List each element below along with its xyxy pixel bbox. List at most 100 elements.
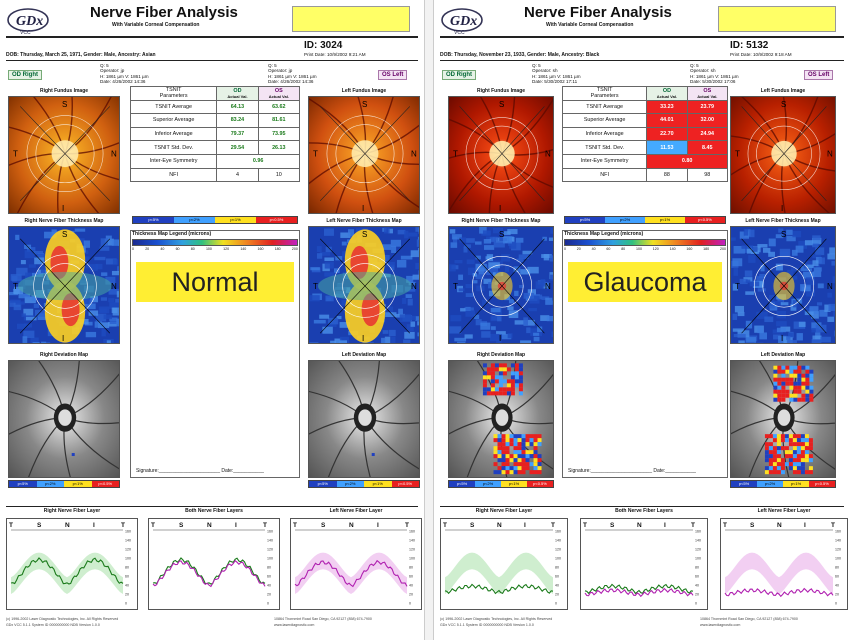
- svg-text:60: 60: [267, 575, 271, 579]
- svg-text:T: T: [151, 522, 155, 529]
- parameter-name: Inter-Eye Symmetry: [129, 153, 218, 169]
- svg-text:N: N: [349, 522, 354, 529]
- svg-text:T: T: [443, 522, 447, 529]
- svg-text:160: 160: [695, 530, 701, 534]
- footer-website: www.laserdiagnostic.com: [700, 623, 741, 627]
- thickness-scale-tick: 20: [576, 247, 581, 251]
- svg-text:0: 0: [695, 602, 697, 606]
- svg-text:40: 40: [555, 584, 559, 588]
- patient-id: ID: 5132: [730, 40, 769, 51]
- scan-info-line: Operator: sh: [690, 68, 716, 74]
- svg-text:140: 140: [267, 539, 273, 543]
- svg-text:0: 0: [125, 602, 127, 606]
- probability-legend-item: p<1%: [645, 217, 685, 223]
- svg-text:I: I: [804, 522, 806, 529]
- right-fundus-label: Right Fundus Image: [476, 88, 526, 94]
- scan-info-line: Q: 5: [690, 63, 699, 68]
- svg-text:80: 80: [555, 566, 559, 570]
- probability-legend-item: p<2%: [605, 217, 645, 223]
- svg-text:160: 160: [267, 530, 273, 534]
- svg-text:S: S: [321, 522, 326, 529]
- svg-text:100: 100: [695, 557, 701, 561]
- symmetry-value: 0.80: [646, 153, 728, 169]
- svg-text:N: N: [411, 282, 417, 291]
- svg-text:80: 80: [125, 566, 129, 570]
- svg-text:T: T: [735, 282, 740, 291]
- os-value: 24.94: [686, 126, 729, 142]
- graphs-rule: [440, 506, 844, 507]
- svg-text:60: 60: [695, 575, 699, 579]
- svg-text:40: 40: [267, 584, 271, 588]
- svg-text:120: 120: [555, 548, 561, 552]
- thickness-scale-tick: 100: [635, 247, 642, 251]
- table-row: NFI 4 10: [129, 167, 301, 183]
- od-value: 33.23: [646, 99, 688, 115]
- svg-text:140: 140: [835, 539, 841, 543]
- svg-text:140: 140: [695, 539, 701, 543]
- scan-info-line: H: 1861 µm V: 1861 µm: [532, 73, 581, 79]
- svg-text:160: 160: [409, 530, 415, 534]
- svg-text:T: T: [723, 522, 727, 529]
- thickness-scale-tick: 160: [257, 247, 264, 251]
- footer-copyright: (c) 1996-2002 Laser Diagnostic Technolog…: [6, 617, 119, 621]
- svg-text:N: N: [411, 150, 417, 159]
- svg-text:S: S: [62, 100, 67, 109]
- thickness-scale-tick: 60: [606, 247, 611, 251]
- svg-text:T: T: [121, 522, 125, 529]
- svg-text:140: 140: [125, 539, 131, 543]
- svg-text:40: 40: [409, 584, 413, 588]
- svg-text:80: 80: [267, 566, 271, 570]
- svg-text:0: 0: [409, 602, 411, 606]
- right-nfl-graph-title: Right Nerve Fiber Layer: [475, 508, 533, 514]
- svg-text:20: 20: [695, 593, 699, 597]
- svg-text:I: I: [62, 204, 64, 213]
- probability-legend: p<5% p<2% p<1% p<0.5%: [448, 480, 554, 488]
- scan-info-line: Date: 4/26/2002 14:36: [100, 79, 146, 85]
- svg-text:20: 20: [409, 593, 413, 597]
- probability-legend-item: p<0.5%: [256, 217, 297, 223]
- report-title: Nerve Fiber Analysis: [90, 4, 238, 21]
- probability-legend-item: p<5%: [133, 217, 174, 223]
- both-nfl-graph-title: Both Nerve Fiber Layers: [615, 508, 673, 514]
- thickness-scale-tick: 180: [703, 247, 710, 251]
- thickness-legend-label: Thickness Map Legend (microns): [132, 231, 212, 237]
- scan-info-line: Date: 5/30/2002 17:06: [690, 79, 736, 85]
- thickness-scale-tick: 40: [160, 247, 165, 251]
- svg-text:S: S: [362, 230, 367, 239]
- header-highlight-box: [718, 6, 836, 32]
- parameter-name: Superior Average: [129, 113, 218, 128]
- thickness-scale-tick: 160: [686, 247, 693, 251]
- svg-text:GDx: GDx: [450, 14, 477, 29]
- probability-legend-item: p<5%: [449, 481, 475, 487]
- thickness-legend-label: Thickness Map Legend (microns): [564, 231, 644, 237]
- right-thickness-map: S I T N: [8, 226, 120, 344]
- scan-info-line: Date: 4/26/2002 14:36: [268, 79, 314, 85]
- probability-legend-item: p<2%: [174, 217, 215, 223]
- thickness-scale-tick: 180: [274, 247, 281, 251]
- parameter-name: NFI: [129, 167, 218, 183]
- svg-text:T: T: [831, 522, 835, 529]
- parameter-name: TSNIT Std. Dev.: [129, 140, 218, 155]
- report-normal: GDx VCC Nerve Fiber Analysis With Variab…: [0, 0, 424, 640]
- od-right-label: OD Right: [442, 70, 476, 80]
- svg-text:40: 40: [125, 584, 129, 588]
- svg-text:T: T: [13, 282, 18, 291]
- svg-text:T: T: [313, 282, 318, 291]
- od-value: 11.53: [646, 140, 688, 155]
- os-column-header: OS Actual Val.: [686, 86, 729, 101]
- report-subtitle: With Variable Corneal Compensation: [546, 22, 634, 28]
- table-header: TSNIT Parameters: [129, 86, 218, 101]
- thickness-scale-tick: 140: [669, 247, 676, 251]
- svg-text:I: I: [499, 334, 501, 343]
- svg-text:S: S: [781, 230, 786, 239]
- nfi-od-value: 88: [646, 167, 688, 183]
- left-fundus-image: S I T N: [308, 96, 420, 214]
- footer-copyright: (c) 1996-2002 Laser Diagnostic Technolog…: [440, 617, 553, 621]
- table-row: Superior Average 83.24 81.61: [129, 113, 301, 128]
- svg-text:N: N: [111, 282, 117, 291]
- svg-text:80: 80: [409, 566, 413, 570]
- thickness-scale-ticks: 0 20 40 60 80 100 120 140 160 180 200: [564, 247, 726, 253]
- od-value: 83.24: [216, 113, 259, 128]
- parameter-name: NFI: [561, 167, 648, 183]
- svg-text:T: T: [453, 150, 458, 159]
